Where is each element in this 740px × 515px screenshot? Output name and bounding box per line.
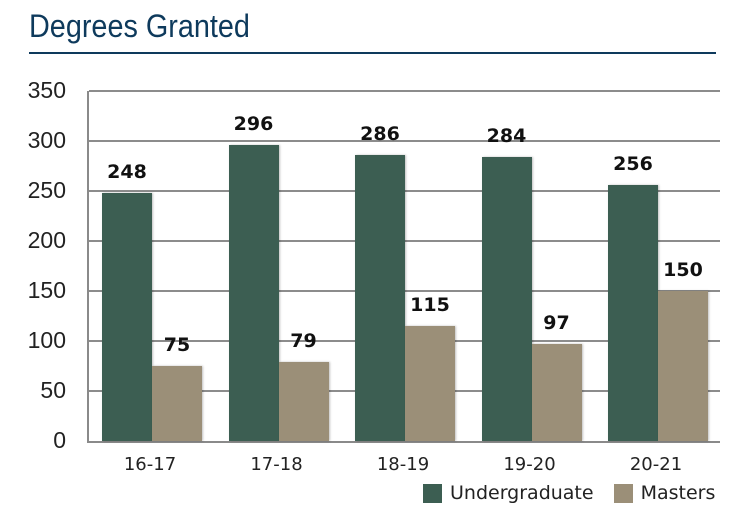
masters-bar [405, 326, 455, 441]
x-tick-label: 20-21 [629, 454, 683, 475]
gridline [89, 140, 720, 142]
masters-bar [152, 366, 202, 441]
y-tick-label: 350 [27, 77, 66, 103]
title-divider [29, 52, 716, 54]
masters-bar [658, 291, 708, 441]
x-tick-label: 17-18 [250, 454, 303, 475]
data-label: 256 [613, 153, 653, 175]
y-tick-label: 200 [27, 227, 66, 253]
data-label: 150 [663, 259, 703, 281]
data-label: 284 [486, 125, 527, 147]
undergraduate-bar [355, 155, 405, 441]
undergraduate-bar [228, 145, 279, 441]
undergraduate-bar [481, 157, 532, 441]
x-tick-label: 18-19 [376, 454, 430, 475]
masters-bar [278, 362, 329, 441]
y-tick-label: 0 [53, 427, 66, 453]
legend-item-undergraduate: Undergraduate [423, 482, 594, 504]
data-label: 248 [107, 161, 147, 183]
legend: Undergraduate Masters [423, 482, 735, 504]
undergraduate-bar [608, 185, 658, 441]
gridline [89, 90, 720, 92]
legend-item-masters: Masters [613, 482, 716, 504]
data-label: 97 [543, 312, 570, 334]
x-tick-label: 19-20 [503, 454, 556, 475]
masters-swatch [613, 483, 633, 503]
data-label: 115 [410, 294, 450, 316]
x-tick-label: 16-17 [123, 454, 177, 475]
y-tick-label: 300 [27, 127, 66, 153]
y-tick-label: 150 [27, 277, 66, 303]
plot-area: 248 75 296 79 286 115 284 97 256 150 [87, 90, 720, 443]
data-label: 286 [360, 123, 400, 145]
data-label: 75 [163, 334, 191, 356]
y-tick-label: 50 [40, 377, 66, 403]
legend-label-masters: Masters [640, 482, 716, 504]
legend-label-undergraduate: Undergraduate [450, 482, 594, 504]
undergraduate-swatch [423, 483, 442, 503]
masters-bar [531, 344, 582, 441]
data-label: 79 [290, 330, 317, 352]
y-tick-label: 100 [27, 327, 66, 353]
chart-title: Degrees Granted [29, 8, 250, 44]
data-label: 296 [233, 113, 274, 135]
undergraduate-bar [102, 193, 152, 441]
y-tick-label: 250 [27, 177, 66, 203]
